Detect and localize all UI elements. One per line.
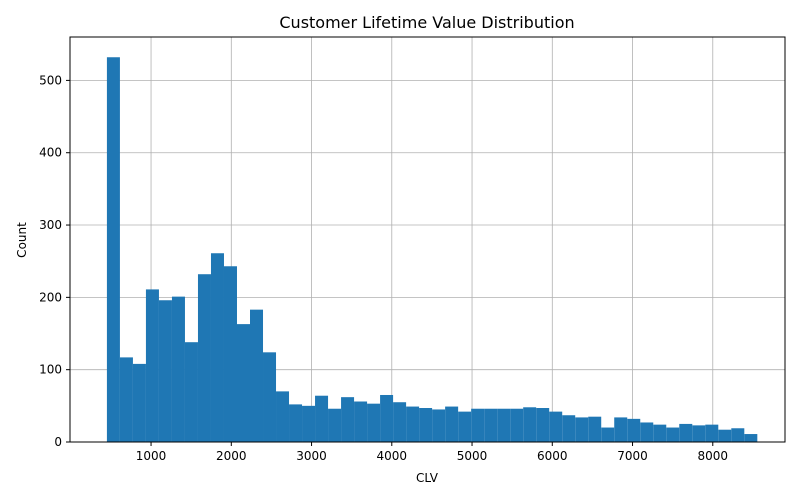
histogram-bar <box>380 394 394 442</box>
histogram-bar <box>731 428 745 442</box>
chart-title: Customer Lifetime Value Distribution <box>279 13 574 32</box>
histogram-bar <box>484 408 498 442</box>
histogram-bar <box>236 324 251 442</box>
histogram-bar <box>145 289 159 442</box>
histogram-bar <box>718 429 732 442</box>
x-axis-label: CLV <box>416 471 439 485</box>
histogram-bar <box>458 411 472 442</box>
histogram-bar <box>158 300 172 442</box>
histogram-bar <box>393 402 407 442</box>
bars-group <box>106 57 758 442</box>
histogram-bar <box>679 423 693 442</box>
histogram-bar <box>171 296 185 442</box>
x-tick-label: 6000 <box>537 449 568 463</box>
histogram-bar <box>627 418 641 442</box>
y-axis-ticks: 0 100 200 300 400 500 <box>39 73 70 449</box>
y-tick-label: 200 <box>39 290 62 304</box>
x-tick-label: 8000 <box>698 449 729 463</box>
histogram-bar <box>575 417 589 442</box>
histogram-bar <box>419 408 433 442</box>
histogram-bar <box>354 401 368 442</box>
histogram-bar <box>601 427 615 442</box>
histogram-bar <box>184 342 198 442</box>
histogram-bar <box>289 404 303 442</box>
histogram-bar <box>367 403 381 442</box>
histogram-bar <box>406 406 420 442</box>
histogram-bar <box>497 408 511 442</box>
histogram-bar <box>106 57 120 442</box>
histogram-bar <box>549 411 563 442</box>
x-tick-label: 5000 <box>457 449 488 463</box>
histogram-bar <box>223 266 237 442</box>
histogram-bar <box>588 416 602 442</box>
y-tick-label: 500 <box>39 73 62 87</box>
x-tick-label: 1000 <box>136 449 167 463</box>
plot-frame <box>69 36 786 443</box>
histogram-bar <box>562 415 576 442</box>
histogram-bar <box>132 363 146 442</box>
x-tick-label: 3000 <box>296 449 327 463</box>
y-axis-label: Count <box>15 222 29 258</box>
histogram-bar <box>640 422 654 442</box>
x-tick-label: 4000 <box>377 449 408 463</box>
y-tick-label: 400 <box>39 146 62 160</box>
histogram-bar <box>250 309 264 442</box>
histogram-bar <box>536 408 550 442</box>
x-tick-label: 7000 <box>617 449 648 463</box>
histogram-bar <box>210 253 224 442</box>
histogram-bar <box>744 434 758 442</box>
histogram-bar <box>328 408 342 442</box>
histogram-bar <box>666 427 680 442</box>
histogram-bar <box>445 406 459 442</box>
histogram-bar <box>692 425 706 442</box>
histogram-bar <box>276 391 290 442</box>
histogram-bar <box>263 352 277 442</box>
y-tick-label: 0 <box>54 435 62 449</box>
histogram-bar <box>302 405 316 442</box>
histogram-bar <box>523 407 537 442</box>
histogram-bar <box>705 424 719 442</box>
histogram-bar <box>341 397 355 442</box>
histogram-bar <box>432 409 446 442</box>
y-tick-label: 300 <box>39 218 62 232</box>
histogram-bar <box>197 274 211 442</box>
histogram-bar <box>614 417 628 442</box>
histogram-bar <box>510 408 524 442</box>
y-tick-label: 100 <box>39 363 62 377</box>
histogram-bar <box>653 424 667 442</box>
histogram-bar <box>315 395 329 442</box>
x-axis-ticks: 1000 2000 3000 4000 5000 6000 7000 8000 <box>136 442 728 463</box>
histogram-bar <box>471 408 485 442</box>
x-tick-label: 2000 <box>216 449 247 463</box>
histogram-bar <box>119 357 133 442</box>
grid-lines <box>70 37 785 443</box>
